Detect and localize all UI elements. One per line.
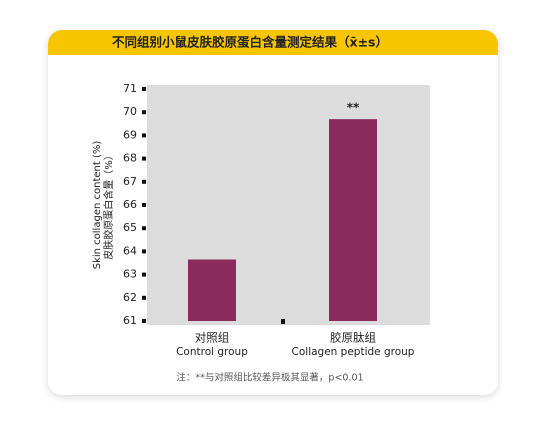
y-tick-label: 62 — [123, 291, 137, 304]
tick-mark — [142, 226, 146, 231]
tick-mark — [142, 87, 146, 91]
value-label: ** — [347, 101, 360, 115]
y-axis-label: Skin collagen content (%) — [92, 141, 103, 270]
tick-mark — [142, 203, 146, 207]
x-tick-label: Collagen peptide group — [292, 346, 415, 358]
y-tick-label: 65 — [123, 221, 137, 234]
marker — [281, 319, 285, 324]
y-tick-label: 64 — [123, 244, 137, 257]
y-tick-label: 66 — [123, 198, 137, 211]
y-tick-label: 70 — [123, 105, 137, 118]
x-tick-label: Control group — [176, 346, 248, 358]
y-tick-label: 68 — [123, 152, 137, 165]
bar — [329, 119, 377, 321]
tick-mark — [142, 319, 146, 323]
x-tick-label: 对照组 — [195, 331, 230, 345]
chart-title: 不同组别小鼠皮肤胶原蛋白含量测定结果（x̄±s） — [112, 35, 388, 50]
tick-mark — [142, 295, 146, 300]
y-tick-label: 71 — [123, 82, 137, 95]
tick-mark — [142, 272, 146, 277]
y-tick-label: 61 — [123, 314, 137, 327]
y-tick-label: 67 — [123, 175, 137, 188]
bar — [188, 259, 236, 321]
y-axis-label: 皮肤胶原蛋白含量（%） — [102, 150, 115, 260]
tick-mark — [142, 179, 146, 184]
header-band — [48, 30, 498, 55]
tick-mark — [142, 133, 146, 138]
y-tick-label: 69 — [123, 128, 137, 141]
y-tick-label: 63 — [123, 268, 137, 281]
note: 注：**与对照组比较差异极其显著，p<0.01 — [176, 372, 363, 384]
x-tick-label: 胶原肽组 — [330, 331, 376, 345]
tick-mark — [142, 110, 146, 115]
tick-mark — [142, 249, 146, 254]
tick-mark — [142, 156, 146, 161]
